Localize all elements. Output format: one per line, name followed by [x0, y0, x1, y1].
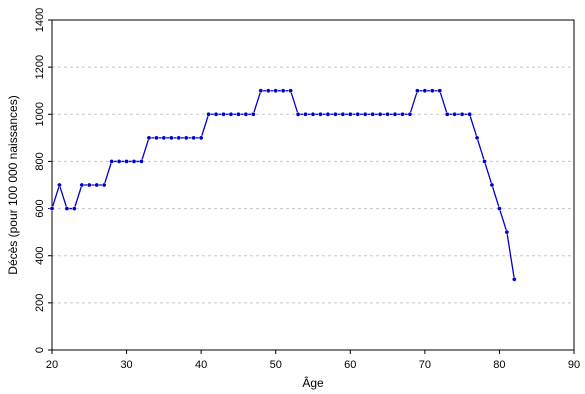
data-point: [109, 159, 115, 164]
data-point: [467, 111, 472, 117]
data-point: [392, 111, 398, 117]
data-point: [243, 111, 249, 117]
data-point: [437, 88, 443, 94]
data-point: [385, 111, 390, 117]
x-tick-label: 70: [419, 359, 431, 371]
x-axis: 20 30 40 50 60 70 80 90: [46, 350, 580, 371]
data-point: [183, 135, 189, 141]
data-point: [295, 111, 301, 117]
data-point: [250, 111, 256, 117]
grid-lines: [52, 66, 574, 304]
y-tick-label: 600: [34, 199, 46, 217]
y-tick-label: 1200: [34, 55, 46, 79]
y-tick-label: 400: [34, 247, 46, 265]
data-point: [489, 182, 495, 188]
data-point: [444, 111, 450, 117]
data-point: [497, 206, 502, 211]
data-point: [474, 135, 480, 141]
data-point: [347, 111, 353, 117]
x-tick-label: 30: [120, 359, 132, 371]
x-axis-label: Âge: [302, 375, 324, 390]
data-point: [86, 182, 92, 188]
data-point: [340, 111, 346, 117]
data-point: [355, 111, 361, 117]
data-point: [422, 88, 428, 94]
x-tick-label: 80: [493, 359, 505, 371]
data-point: [400, 111, 405, 117]
y-tick-label: 0: [34, 347, 46, 353]
data-point: [116, 159, 122, 164]
x-tick-label: 90: [568, 359, 580, 371]
data-point: [206, 111, 211, 117]
data-point: [146, 135, 152, 141]
data-point: [94, 182, 100, 188]
data-point: [221, 111, 226, 117]
data-point: [161, 135, 167, 141]
data-point: [288, 88, 293, 94]
data-point: [131, 159, 137, 164]
series-layer: [49, 88, 517, 282]
data-point: [415, 88, 420, 94]
data-point: [258, 88, 264, 94]
data-point: [273, 88, 279, 94]
data-point: [504, 229, 510, 235]
data-point: [228, 111, 234, 117]
data-point: [79, 182, 85, 188]
data-point: [280, 88, 286, 94]
data-point: [49, 206, 55, 211]
data-point: [325, 111, 331, 117]
data-point: [198, 135, 204, 141]
data-point: [124, 159, 129, 164]
data-point: [333, 111, 338, 117]
data-point: [482, 159, 487, 164]
y-tick-label: 1000: [34, 102, 46, 126]
data-point: [511, 276, 517, 282]
y-tick-label: 800: [34, 152, 46, 170]
data-point: [459, 111, 465, 117]
data-point: [236, 111, 241, 117]
y-axis-label: Décès (pour 100 000 naissances): [6, 95, 20, 274]
data-point: [407, 111, 413, 117]
plot-frame: [51, 19, 575, 351]
data-point: [139, 159, 144, 164]
data-point: [57, 182, 62, 188]
data-point: [377, 111, 383, 117]
data-point: [310, 111, 316, 117]
data-point: [176, 135, 182, 141]
data-point: [72, 206, 77, 211]
data-point: [362, 111, 368, 117]
y-axis: 0 200 400 600 800 1000 1200 1400: [34, 8, 52, 353]
x-tick-label: 20: [46, 359, 58, 371]
data-point: [318, 111, 323, 117]
x-tick-label: 40: [195, 359, 207, 371]
data-point: [213, 111, 219, 117]
data-point: [64, 206, 70, 211]
data-point: [191, 135, 197, 141]
data-point: [370, 111, 376, 117]
data-point: [265, 88, 271, 94]
data-point: [168, 135, 174, 141]
data-point: [101, 182, 107, 188]
y-tick-label: 1400: [34, 8, 46, 32]
y-tick-label: 200: [34, 294, 46, 312]
x-tick-label: 50: [270, 359, 282, 371]
data-point: [154, 135, 159, 141]
x-tick-label: 60: [344, 359, 356, 371]
series-line: [51, 90, 515, 280]
data-point: [452, 111, 458, 117]
data-point: [429, 88, 435, 94]
data-point: [303, 111, 308, 117]
